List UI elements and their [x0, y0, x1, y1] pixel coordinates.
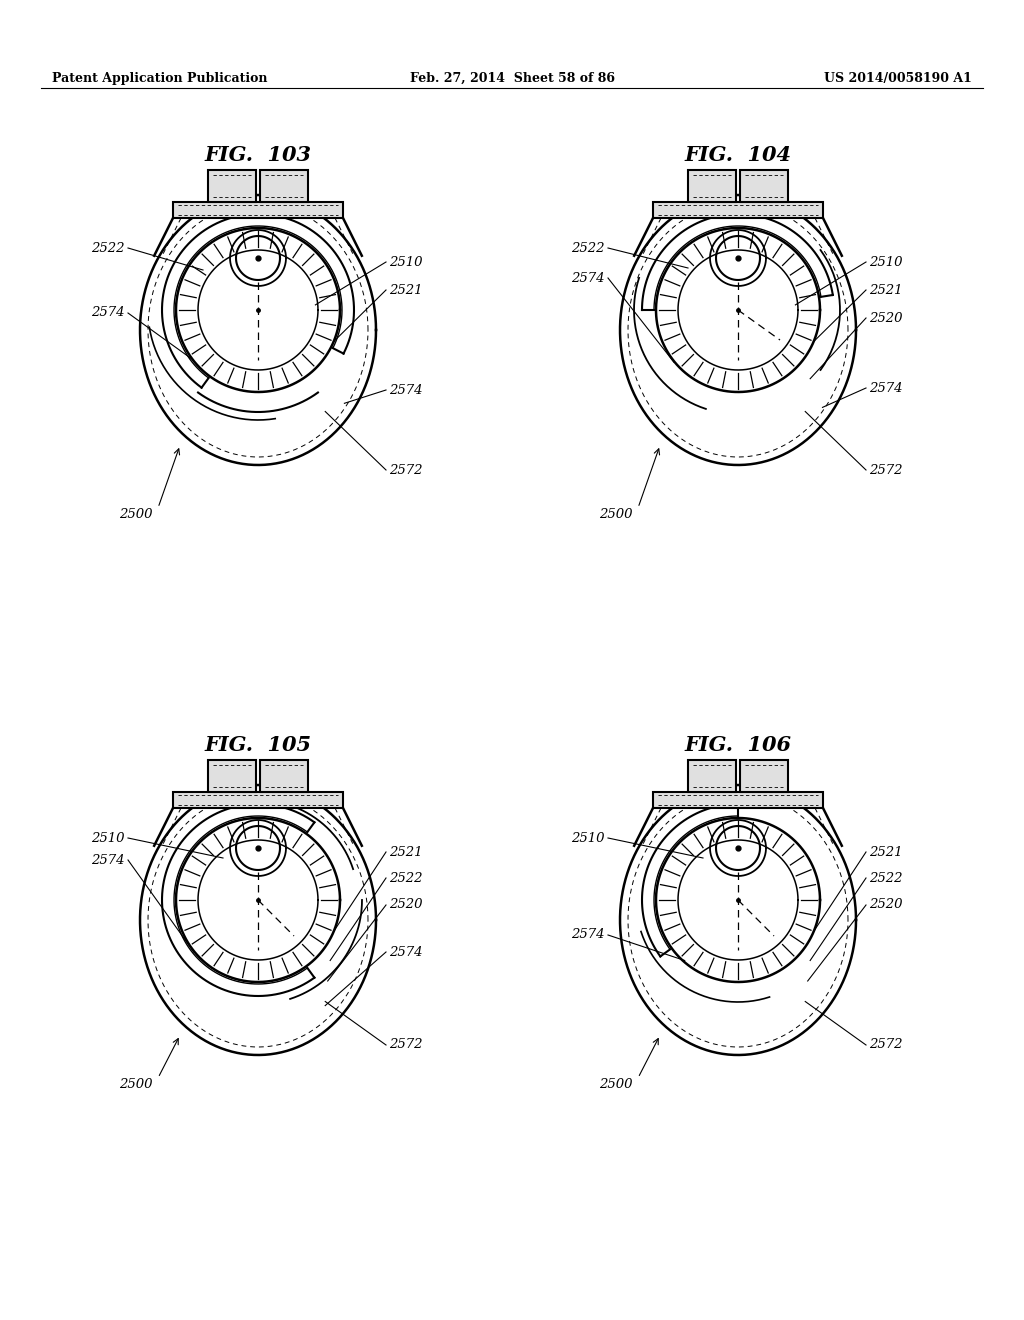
Bar — [260, 170, 308, 202]
Text: 2574: 2574 — [91, 306, 125, 319]
Bar — [208, 760, 256, 792]
Text: FIG.  104: FIG. 104 — [684, 145, 792, 165]
Text: 2510: 2510 — [869, 256, 902, 268]
Text: 2572: 2572 — [869, 1039, 902, 1052]
Bar — [653, 202, 823, 218]
Bar — [173, 202, 343, 218]
Text: 2520: 2520 — [869, 899, 902, 912]
Text: Feb. 27, 2014  Sheet 58 of 86: Feb. 27, 2014 Sheet 58 of 86 — [410, 73, 614, 84]
Bar — [260, 760, 308, 792]
Bar — [688, 170, 736, 202]
Text: Patent Application Publication: Patent Application Publication — [52, 73, 267, 84]
Text: 2520: 2520 — [389, 899, 423, 912]
Text: 2500: 2500 — [599, 508, 633, 521]
Bar — [688, 760, 736, 792]
Text: FIG.  103: FIG. 103 — [205, 145, 311, 165]
Text: 2521: 2521 — [389, 846, 423, 858]
Text: 2522: 2522 — [869, 871, 902, 884]
Text: 2572: 2572 — [869, 463, 902, 477]
Text: 2574: 2574 — [389, 945, 423, 958]
Text: 2572: 2572 — [389, 463, 423, 477]
Text: 2522: 2522 — [389, 871, 423, 884]
Bar — [740, 760, 788, 792]
Text: 2521: 2521 — [869, 846, 902, 858]
Text: 2574: 2574 — [389, 384, 423, 396]
Text: 2574: 2574 — [869, 381, 902, 395]
Text: 2500: 2500 — [120, 1078, 153, 1092]
Bar — [208, 170, 256, 202]
Bar — [653, 792, 823, 808]
Text: FIG.  106: FIG. 106 — [684, 735, 792, 755]
Bar — [173, 792, 343, 808]
Text: 2574: 2574 — [91, 854, 125, 866]
Text: 2510: 2510 — [389, 256, 423, 268]
Bar — [740, 170, 788, 202]
Text: 2522: 2522 — [571, 242, 605, 255]
Text: 2521: 2521 — [869, 284, 902, 297]
Text: 2520: 2520 — [869, 312, 902, 325]
Text: 2500: 2500 — [120, 508, 153, 521]
Text: 2574: 2574 — [571, 272, 605, 285]
Text: 2521: 2521 — [389, 284, 423, 297]
Text: FIG.  105: FIG. 105 — [205, 735, 311, 755]
Text: US 2014/0058190 A1: US 2014/0058190 A1 — [824, 73, 972, 84]
Text: 2574: 2574 — [571, 928, 605, 941]
Text: 2522: 2522 — [91, 242, 125, 255]
Text: 2510: 2510 — [571, 832, 605, 845]
Text: 2572: 2572 — [389, 1039, 423, 1052]
Text: 2510: 2510 — [91, 832, 125, 845]
Text: 2500: 2500 — [599, 1078, 633, 1092]
